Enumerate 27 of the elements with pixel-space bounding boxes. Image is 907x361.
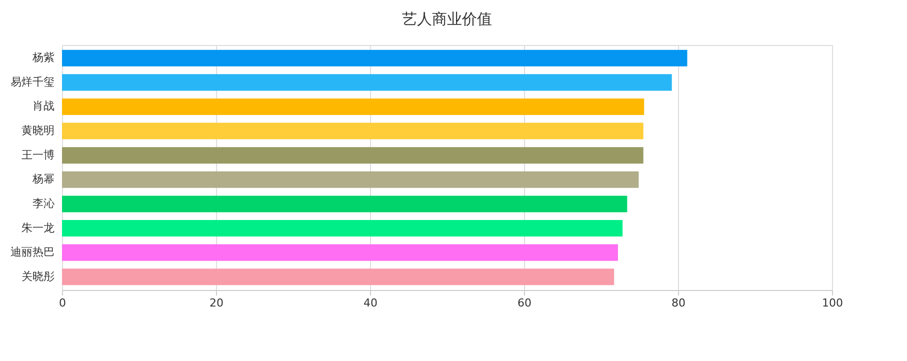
y-tick-label: 杨紫 [32,51,54,64]
y-tick-label: 易烊千玺 [10,75,54,88]
y-tick-label: 黄晓明 [22,124,54,138]
chart-title: 艺人商业价值 [402,10,492,28]
y-tick-label: 关晓彤 [22,270,54,283]
bar [62,171,639,188]
y-tick-label: 杨幂 [32,172,54,186]
bar [62,244,618,261]
x-tick-label: 100 [822,296,843,310]
y-tick-label: 肖战 [32,100,54,113]
y-tick-label: 朱一龙 [22,221,54,234]
x-tick-label: 40 [364,296,378,310]
y-tick-label: 王一博 [22,148,54,162]
bar [62,220,623,237]
bar [62,147,644,164]
bar [62,196,628,212]
x-tick-label: 60 [518,296,532,310]
bar [62,122,644,140]
y-tick-label: 迪丽热巴 [10,246,54,259]
bar [62,74,672,91]
x-tick-label: 0 [59,296,66,310]
bar [62,98,644,115]
bar [62,50,688,66]
bar [62,268,614,286]
y-tick-label: 李沁 [32,196,54,210]
x-tick-label: 20 [210,296,224,310]
x-tick-label: 80 [672,296,686,310]
